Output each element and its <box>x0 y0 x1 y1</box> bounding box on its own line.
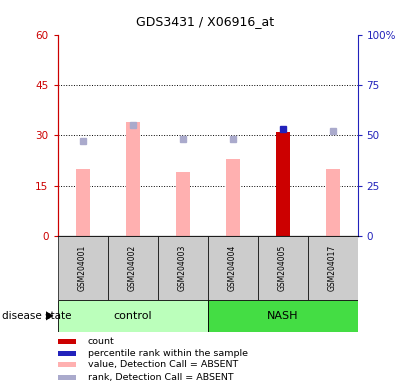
Text: value, Detection Call = ABSENT: value, Detection Call = ABSENT <box>88 360 238 369</box>
Text: GSM204004: GSM204004 <box>228 245 237 291</box>
Bar <box>76 169 90 236</box>
Text: percentile rank within the sample: percentile rank within the sample <box>88 349 248 358</box>
Text: GSM204005: GSM204005 <box>278 245 287 291</box>
Bar <box>58 362 76 367</box>
Bar <box>175 172 189 236</box>
Text: GDS3431 / X06916_at: GDS3431 / X06916_at <box>136 15 275 28</box>
Text: control: control <box>113 311 152 321</box>
Text: disease state: disease state <box>2 311 72 321</box>
Text: count: count <box>88 337 115 346</box>
Bar <box>275 132 290 236</box>
Bar <box>326 169 339 236</box>
Bar <box>208 300 358 332</box>
Text: GSM204001: GSM204001 <box>78 245 87 291</box>
Text: GSM204017: GSM204017 <box>328 245 337 291</box>
Text: NASH: NASH <box>267 311 298 321</box>
Bar <box>208 236 258 300</box>
Bar <box>58 351 76 356</box>
Bar <box>125 122 140 236</box>
Bar <box>258 236 307 300</box>
Bar <box>58 300 208 332</box>
Text: GSM204002: GSM204002 <box>128 245 137 291</box>
Bar <box>226 159 240 236</box>
Text: rank, Detection Call = ABSENT: rank, Detection Call = ABSENT <box>88 372 233 382</box>
Bar <box>58 236 108 300</box>
Bar <box>307 236 358 300</box>
Bar <box>108 236 157 300</box>
Text: GSM204003: GSM204003 <box>178 245 187 291</box>
Bar <box>58 339 76 344</box>
Bar <box>157 236 208 300</box>
Bar <box>58 375 76 379</box>
